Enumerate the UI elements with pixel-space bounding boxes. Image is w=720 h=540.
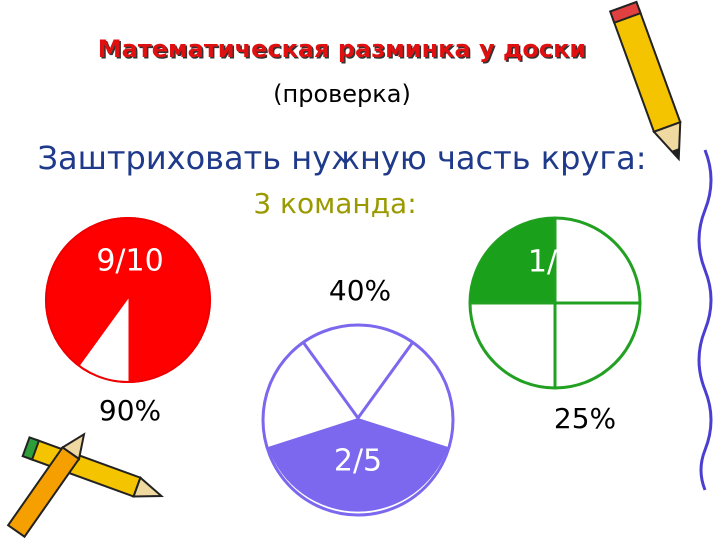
wavy-line bbox=[697, 149, 713, 491]
title: Математическая разминка у доски bbox=[98, 35, 586, 63]
fraction-label: 9/10 bbox=[96, 244, 163, 279]
circle-figure bbox=[468, 216, 642, 390]
team: 3 команда: bbox=[253, 187, 416, 220]
circle-figure bbox=[261, 323, 455, 517]
title-shadow: Математическая разминка у доски bbox=[99, 37, 587, 65]
instruction: Заштриховать нужную часть круга: bbox=[37, 139, 646, 177]
pencil-decoration bbox=[608, 0, 682, 162]
circle-figure bbox=[45, 217, 211, 383]
fraction-label: 1/4 bbox=[528, 245, 576, 280]
subtitle: (проверка) bbox=[273, 80, 411, 108]
percent-label: 40% bbox=[329, 274, 391, 307]
fraction-label: 2/5 bbox=[334, 444, 382, 479]
percent-label: 90% bbox=[99, 394, 161, 427]
pencil-decoration bbox=[6, 432, 86, 539]
percent-label: 25% bbox=[554, 402, 616, 435]
